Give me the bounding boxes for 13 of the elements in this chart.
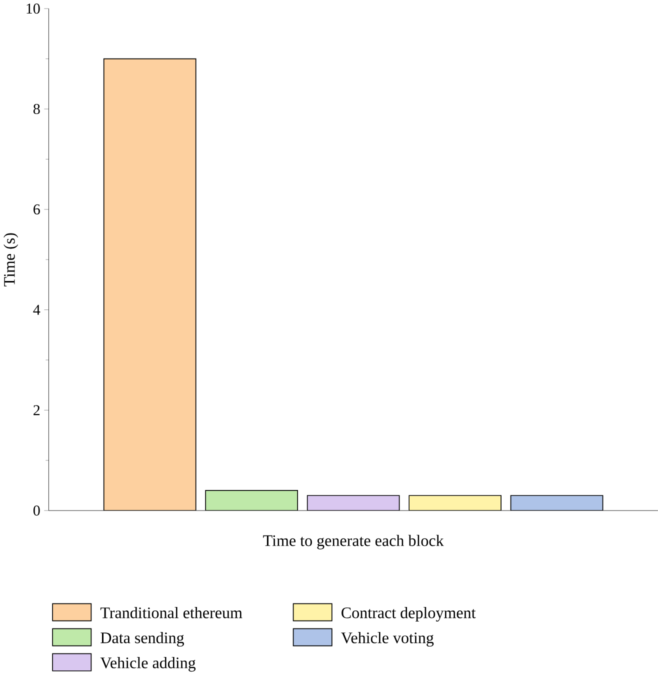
- y-tick-label: 0: [33, 506, 40, 516]
- y-axis-title: Time (s): [4, 233, 18, 286]
- legend-label: Vehicle adding: [100, 657, 196, 672]
- y-tick-label: 10: [26, 4, 40, 14]
- y-tick-label: 4: [33, 304, 40, 315]
- legend-label: Contract deployment: [342, 606, 476, 622]
- y-tick-label: 6: [33, 204, 40, 214]
- legend-label: Data sending: [100, 632, 184, 647]
- x-axis-title: Time to generate each block: [263, 534, 444, 550]
- legend-label: Tranditional ethereum: [100, 606, 242, 618]
- y-tick-label: 8: [33, 104, 40, 114]
- legend-label: Vehicle voting: [341, 632, 434, 647]
- y-tick-label: 2: [34, 405, 40, 416]
